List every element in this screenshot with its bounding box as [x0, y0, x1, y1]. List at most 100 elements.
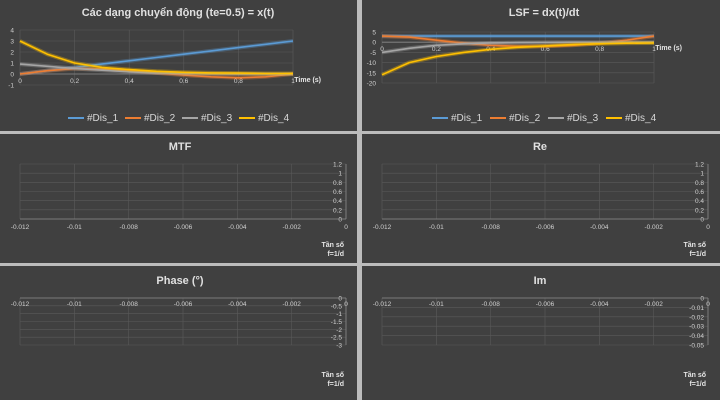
y-tick-label: -0.01	[689, 305, 704, 312]
x-tick-label: -0.008	[481, 301, 500, 308]
chart-panel-lsf: LSF = dx(t)/dt 5 0 -5 -10 -15 -20 0 0.2 0.4 0.6 0.8…	[362, 0, 720, 131]
x-tick-label: -0.012	[373, 301, 392, 308]
chart-panel-im: Im 0 -0.01 -0.02 -0.03 -0.04 -0.05 -0.012 -0.01 -…	[362, 266, 720, 400]
y-tick-label: 0.2	[695, 207, 704, 214]
y-tick-label: -20	[367, 81, 377, 88]
x-tick-label: 0.2	[432, 46, 441, 53]
x-tick-label: -0.008	[481, 224, 500, 231]
chart-title: Phase (°)	[156, 275, 204, 287]
y-tick-label: 4	[10, 28, 14, 35]
y-tick-label: 1	[10, 61, 14, 68]
y-tick-label: -0.05	[689, 343, 704, 350]
x-tick-label: 1	[652, 46, 656, 53]
x-axis-label: Tần số	[683, 240, 706, 249]
y-tick-label: 0.4	[695, 198, 704, 205]
y-tick-label: 1	[338, 171, 342, 178]
x-tick-label: -0.01	[67, 224, 82, 231]
x-tick-label: -0.012	[373, 224, 392, 231]
x-axis-label: Tần số	[321, 370, 344, 379]
chart-panel-phase: Phase (°) 0 -0.5 -1 -1.5 -2 -2.5 -3 -0.012 -0.01 -…	[0, 266, 357, 400]
x-tick-label: -0.002	[644, 224, 663, 231]
y-tick-label: 0	[372, 40, 376, 47]
y-tick-label: -0.03	[689, 324, 704, 331]
y-tick-label: 1.2	[333, 162, 342, 169]
x-tick-label: -0.004	[590, 224, 609, 231]
chart-title: Re	[533, 141, 547, 153]
x-tick-label: 0.8	[595, 46, 604, 53]
x-tick-label: -0.002	[282, 224, 301, 231]
y-tick-label: -3	[336, 343, 342, 350]
y-tick-label: 0	[338, 217, 342, 224]
y-tick-label: 0.4	[333, 198, 342, 205]
x-tick-label: -0.008	[119, 301, 138, 308]
y-tick-label: -5	[370, 50, 376, 57]
y-tick-label: -2.5	[331, 335, 343, 342]
chart-panel-displacement: Các dạng chuyển động (te=0.5) = x(t) 4 3 2 1…	[0, 0, 357, 131]
y-tick-label: -1	[336, 311, 342, 318]
phase-chart: Phase (°) 0-0.5-1-1.5-2-2.5-3 -0.012 -0.01 -…	[11, 275, 348, 388]
x-axis-label: f=1/d	[689, 381, 706, 388]
chart-panel-re: Re 1.2 1 0.8 0.6 0.4 0.2 0 -0.012 -0.01 -0.008 -0.0…	[362, 134, 720, 263]
x-tick-label: 0	[18, 78, 22, 85]
y-tick-label: -15	[367, 70, 377, 77]
y-tick-label: 0.2	[333, 207, 342, 214]
legend-label: #Dis_1	[87, 113, 119, 124]
x-tick-label: 0.8	[234, 78, 243, 85]
series-line	[19, 40, 293, 75]
legend-label: #Dis_4	[258, 113, 290, 124]
y-tick-label: 3	[10, 39, 14, 46]
x-axis-label: Time (s)	[294, 77, 321, 84]
x-tick-label: -0.01	[429, 301, 444, 308]
x-tick-label: -0.012	[11, 224, 30, 231]
legend-label: #Dis_3	[567, 113, 599, 124]
x-tick-label: 0	[344, 224, 348, 231]
x-tick-label: -0.006	[174, 301, 193, 308]
y-tick-label: -0.5	[331, 303, 343, 310]
x-tick-label: -0.002	[282, 301, 301, 308]
y-tick-label: 0.6	[333, 189, 342, 196]
y-tick-label: 0	[700, 296, 704, 303]
y-tick-label: -2	[336, 327, 342, 334]
x-tick-label: -0.008	[119, 224, 138, 231]
x-tick-label: 0.6	[541, 46, 550, 53]
y-tick-label: 0.8	[333, 180, 342, 187]
x-tick-label: 1	[291, 78, 295, 85]
x-tick-label: -0.01	[67, 301, 82, 308]
chart-panel-mtf: MTF 1.2 1 0.8 0.6 0.4 0.2 0 -0.012 -0.01 -0.008 -0.…	[0, 134, 357, 263]
displacement-chart: Các dạng chuyển động (te=0.5) = x(t) 4 3 2 1…	[8, 7, 321, 124]
x-tick-label: -0.01	[429, 224, 444, 231]
x-axis-label: f=1/d	[327, 251, 344, 258]
series-line	[381, 42, 655, 76]
y-tick-label: 2	[10, 50, 14, 57]
mtf-chart: MTF 1.2 1 0.8 0.6 0.4 0.2 0 -0.012 -0.01 -0.008 -0.…	[11, 141, 348, 258]
im-chart: Im 0 -0.01 -0.02 -0.03 -0.04 -0.05 -0.012 -0.01 -…	[373, 275, 710, 388]
re-chart: Re 1.2 1 0.8 0.6 0.4 0.2 0 -0.012 -0.01 -0.008 -0.0…	[373, 141, 710, 258]
y-tick-label: 0.8	[695, 180, 704, 187]
chart-title: MTF	[169, 141, 192, 153]
x-tick-label: -0.006	[174, 224, 193, 231]
x-axis-label: Time (s)	[655, 45, 682, 52]
legend-label: #Dis_3	[201, 113, 233, 124]
chart-title: Các dạng chuyển động (te=0.5) = x(t)	[82, 7, 275, 19]
y-tick-label: 0	[700, 217, 704, 224]
x-tick-label: -0.004	[590, 301, 609, 308]
series-line	[381, 41, 654, 54]
x-tick-label: 0	[380, 46, 384, 53]
y-tick-label: -1	[8, 83, 14, 90]
x-tick-label: 0.2	[70, 78, 79, 85]
y-tick-label: -10	[367, 60, 377, 67]
y-tick-label: 0	[338, 296, 342, 303]
x-tick-label: -0.004	[228, 301, 247, 308]
x-tick-label: 0.4	[125, 78, 134, 85]
x-tick-label: -0.004	[228, 224, 247, 231]
y-tick-label: -0.04	[689, 333, 704, 340]
x-tick-label: -0.012	[11, 301, 30, 308]
x-tick-label: -0.006	[536, 301, 555, 308]
chart-title: LSF = dx(t)/dt	[509, 7, 580, 19]
legend-label: #Dis_4	[625, 113, 657, 124]
x-tick-label: 0.6	[179, 78, 188, 85]
y-tick-label: 1	[700, 171, 704, 178]
x-axis-label: f=1/d	[327, 381, 344, 388]
y-tick-label: 1.2	[695, 162, 704, 169]
